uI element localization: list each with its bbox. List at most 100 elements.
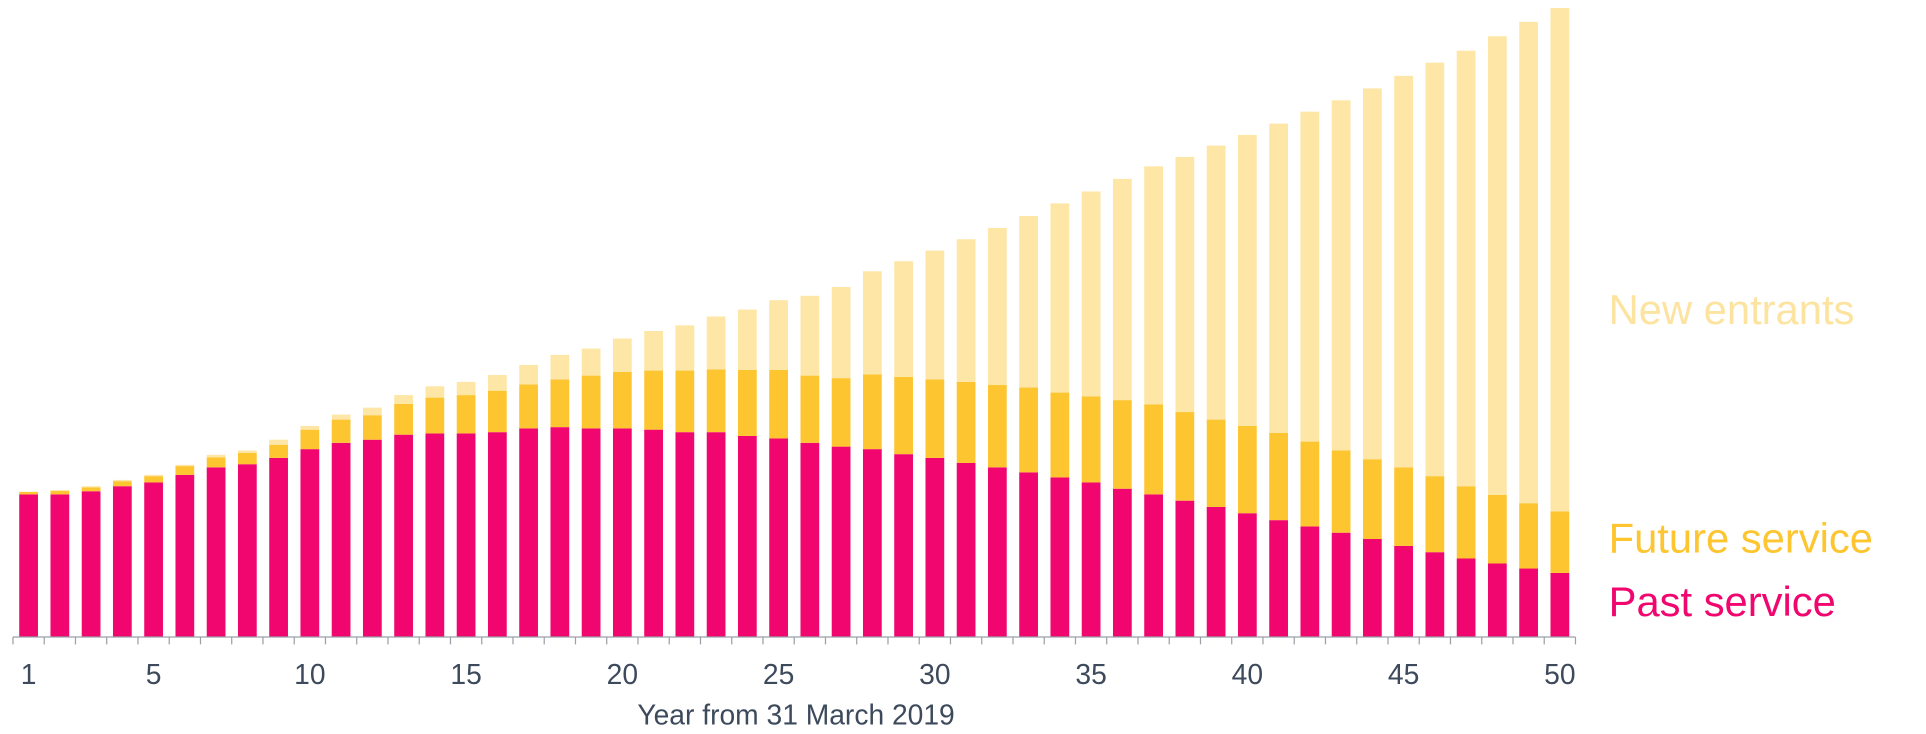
bar-segment — [1456, 50, 1476, 487]
bar-segment — [1081, 482, 1101, 638]
bar-segment — [1081, 191, 1101, 397]
bar-segment — [1269, 520, 1288, 638]
bar-segment — [362, 407, 382, 416]
bar-segment — [81, 491, 101, 638]
bar-segment — [1550, 511, 1570, 573]
bar-segment — [581, 348, 601, 376]
bar-segment — [81, 487, 101, 492]
bar-segment — [1019, 387, 1038, 473]
bar-segment — [1519, 568, 1538, 638]
bar-segment — [269, 439, 288, 445]
bar-segment — [1331, 532, 1351, 638]
bar-segment — [1175, 412, 1195, 501]
bar-segment — [862, 374, 882, 450]
bar-segment — [800, 442, 820, 638]
bar-segment — [237, 452, 257, 465]
bar-segment — [269, 457, 288, 638]
bar-segment — [1300, 441, 1320, 527]
bar-segment — [1362, 88, 1382, 460]
x-tick-label: 40 — [1232, 658, 1263, 690]
x-tick-label: 5 — [146, 658, 162, 690]
x-tick-label: 30 — [919, 658, 950, 690]
bar-segment — [706, 316, 726, 370]
bar-segment — [675, 325, 695, 371]
bar-segment — [1362, 538, 1382, 638]
bar-segment — [237, 464, 257, 638]
bar-segment — [1456, 486, 1476, 559]
bar-segment — [487, 374, 507, 391]
bar-segment — [456, 381, 476, 396]
bar-segment — [1519, 503, 1538, 569]
bar-segment — [769, 438, 788, 638]
bar-segment — [1237, 513, 1257, 638]
bar-segment — [1206, 419, 1226, 507]
bar-segment — [550, 379, 570, 428]
bar-segment — [1456, 558, 1476, 638]
bar-segment — [50, 490, 70, 495]
bar-segment — [1019, 472, 1038, 638]
bar-segment — [487, 390, 507, 433]
bar-segment — [1050, 203, 1070, 393]
bar-segment — [737, 369, 757, 436]
bar-segment — [706, 369, 726, 433]
bar-segment — [862, 271, 882, 375]
bar-segment — [1050, 392, 1070, 478]
bar-segment — [706, 432, 726, 638]
x-tick-label: 15 — [450, 658, 481, 690]
bar-segment — [737, 309, 757, 370]
bar-segment — [206, 467, 226, 638]
bar-segment — [1487, 495, 1507, 564]
x-tick-label: 35 — [1075, 658, 1106, 690]
bar-segment — [1206, 506, 1226, 638]
bar-segment — [1144, 166, 1163, 405]
bar-segment — [144, 474, 163, 477]
bar-segment — [175, 474, 195, 638]
bar-segment — [612, 371, 632, 429]
bar-segment — [1019, 215, 1038, 388]
bar-segment — [581, 428, 601, 638]
bar-segment — [519, 428, 538, 638]
x-tick-label: 50 — [1544, 658, 1575, 690]
bar-segment — [1425, 552, 1445, 638]
bar-segment — [425, 397, 445, 434]
legend-label: Past service — [1609, 578, 1836, 625]
x-tick-label: 1 — [21, 658, 37, 690]
bar-segment — [1550, 572, 1570, 638]
bar-segment — [300, 449, 320, 638]
bar-segment — [1269, 432, 1288, 521]
bar-segment — [394, 403, 413, 435]
bar-segment — [1237, 425, 1257, 514]
bar-segment — [112, 486, 132, 638]
bar-segment — [1425, 62, 1445, 477]
bar-segment — [925, 457, 945, 638]
bar-segment — [81, 486, 101, 488]
bar-segment — [925, 379, 945, 458]
bar-segment — [300, 429, 320, 450]
bar-segment — [800, 295, 820, 376]
bar-segment — [894, 376, 913, 455]
bar-segment — [425, 386, 445, 398]
bar-segment — [644, 370, 663, 430]
bar-segment — [644, 429, 663, 638]
bar-segment — [956, 462, 976, 638]
bar-segment — [1269, 123, 1288, 433]
bar-segment — [612, 338, 632, 372]
bar-segment — [50, 494, 70, 638]
bar-segment — [394, 395, 413, 404]
bar-segment — [1331, 450, 1351, 533]
bar-segment — [331, 419, 351, 443]
bar-segment — [425, 433, 445, 638]
bar-segment — [1206, 145, 1226, 420]
bar-segment — [1394, 545, 1413, 638]
bar-segment — [175, 464, 195, 467]
bar-segment — [206, 457, 226, 468]
bar-segment — [987, 467, 1007, 638]
bar-segment — [894, 454, 913, 638]
bar-segment — [987, 385, 1007, 468]
bar-segment — [1550, 7, 1570, 512]
x-tick-label: 45 — [1388, 658, 1419, 690]
bar-segment — [1144, 404, 1163, 495]
bar-segment — [1175, 500, 1195, 638]
